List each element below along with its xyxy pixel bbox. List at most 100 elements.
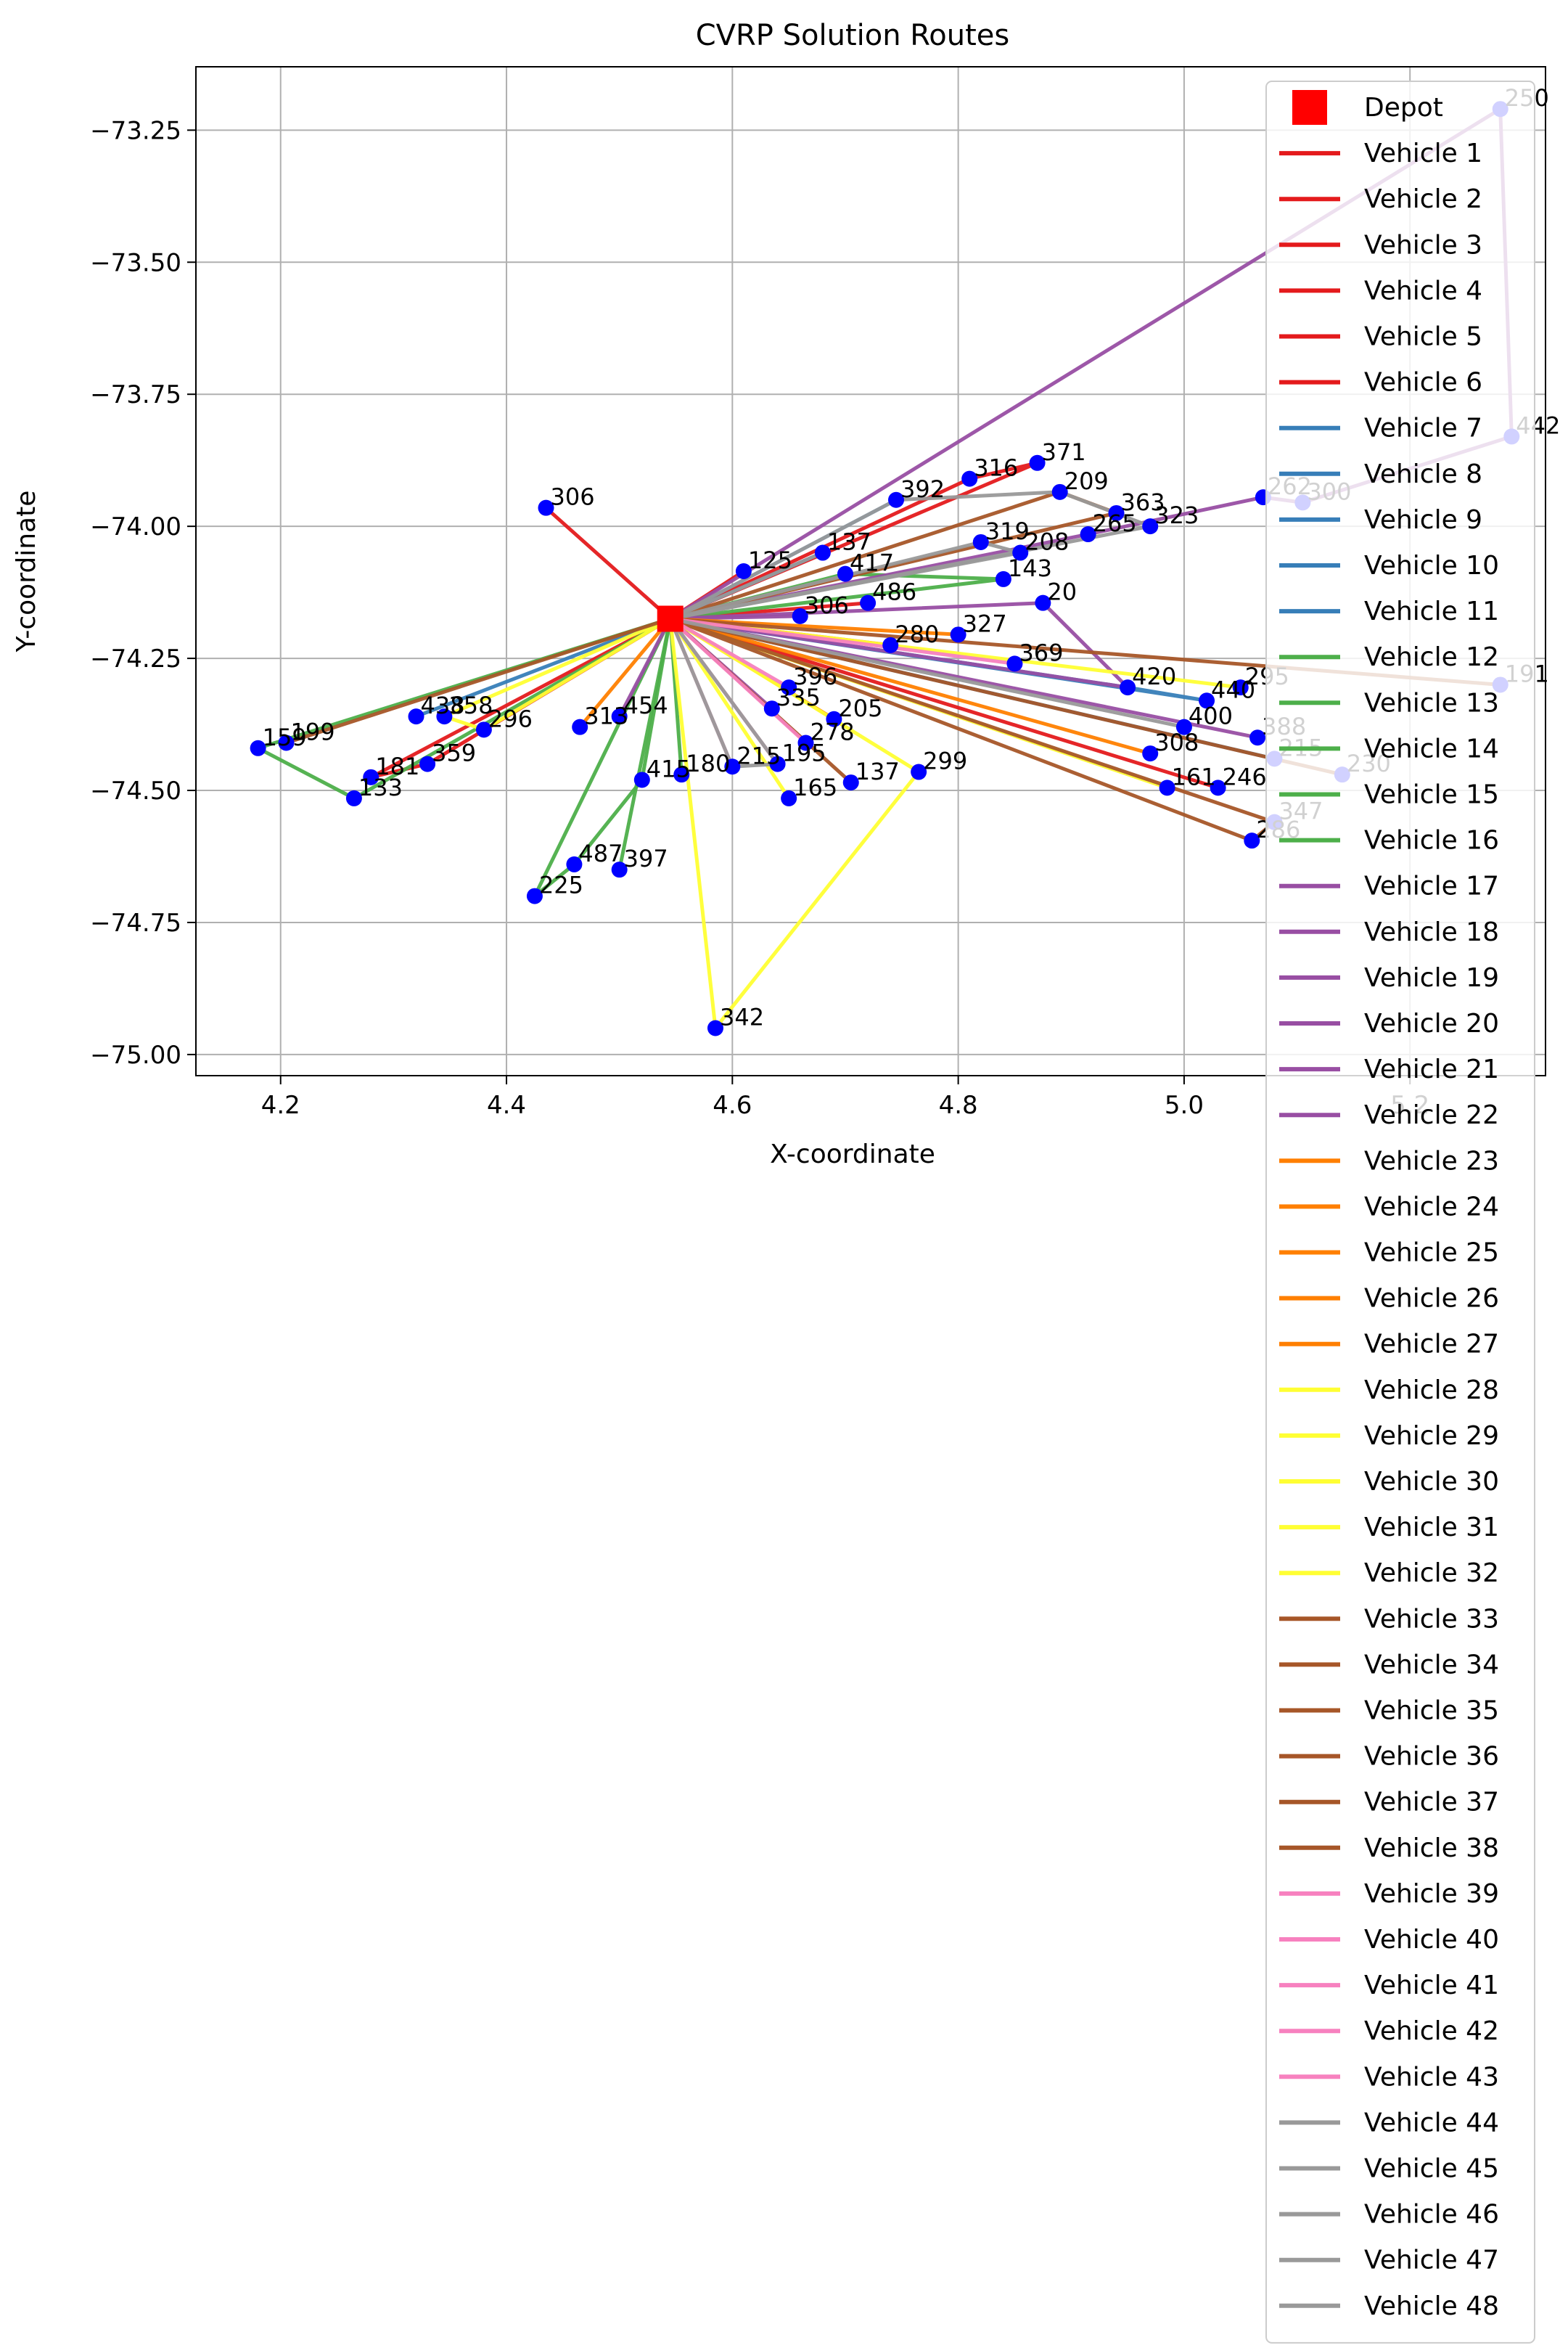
legend-label: Vehicle 18 bbox=[1364, 917, 1499, 947]
customer-point bbox=[419, 756, 436, 772]
y-tick-label: −74.00 bbox=[90, 512, 181, 541]
route-line bbox=[668, 618, 780, 769]
legend-label: Vehicle 8 bbox=[1364, 459, 1482, 489]
customer-point bbox=[769, 756, 786, 772]
customer-label: 369 bbox=[1019, 639, 1063, 666]
customer-point bbox=[792, 608, 808, 624]
route-line bbox=[669, 617, 1276, 843]
legend-label: Vehicle 9 bbox=[1364, 505, 1482, 535]
legend-label: Vehicle 3 bbox=[1364, 230, 1482, 260]
customer-label: 125 bbox=[748, 547, 792, 574]
customer-point bbox=[1159, 780, 1175, 796]
customer-point bbox=[860, 594, 877, 611]
legend-label: Vehicle 21 bbox=[1364, 1055, 1499, 1084]
x-axis-label: X-coordinate bbox=[770, 1140, 935, 1169]
customer-point bbox=[1108, 504, 1125, 521]
legend-label: Vehicle 1 bbox=[1364, 139, 1482, 168]
legend-box bbox=[1265, 81, 1535, 2344]
customer-label: 265 bbox=[1093, 510, 1137, 537]
chart-title: CVRP Solution Routes bbox=[696, 19, 1010, 52]
route-line bbox=[668, 617, 921, 1030]
customer-point bbox=[972, 533, 989, 550]
y-axis-label: Y-coordinate bbox=[12, 491, 41, 653]
depot-marker-group bbox=[657, 605, 684, 632]
legend-label: Vehicle 12 bbox=[1364, 642, 1499, 672]
legend-label: Vehicle 25 bbox=[1364, 1238, 1499, 1268]
customer-point bbox=[526, 888, 543, 904]
legend-label: Vehicle 4 bbox=[1364, 276, 1482, 306]
customer-label: 215 bbox=[736, 742, 781, 769]
customer-point bbox=[1006, 655, 1023, 672]
customer-label: 205 bbox=[838, 695, 882, 722]
legend-label: Vehicle 13 bbox=[1364, 688, 1499, 718]
customer-point bbox=[961, 470, 978, 487]
customer-point bbox=[826, 711, 842, 727]
customer-label: 195 bbox=[782, 740, 826, 767]
customer-label: 280 bbox=[895, 621, 939, 648]
customer-label: 335 bbox=[776, 684, 821, 711]
plot-frame bbox=[195, 66, 1546, 1076]
customer-label: 209 bbox=[1064, 467, 1109, 495]
x-tick-label: 5.0 bbox=[1165, 1091, 1204, 1120]
y-tick-label: −73.75 bbox=[90, 380, 181, 409]
legend-label: Vehicle 41 bbox=[1364, 1971, 1499, 2000]
route-line bbox=[670, 601, 1130, 690]
customer-point bbox=[611, 862, 628, 878]
legend-label: Vehicle 39 bbox=[1364, 1879, 1499, 1909]
legend-label: Vehicle 30 bbox=[1364, 1467, 1499, 1497]
legend-label: Vehicle 26 bbox=[1364, 1284, 1499, 1314]
y-tick-label: −73.50 bbox=[90, 248, 181, 277]
customer-point bbox=[1244, 833, 1260, 849]
customer-label: 487 bbox=[578, 840, 623, 867]
customer-point bbox=[950, 626, 966, 643]
legend-label: Vehicle 40 bbox=[1364, 1925, 1499, 1955]
customer-label: 319 bbox=[985, 518, 1030, 545]
customer-label: 316 bbox=[974, 454, 1018, 482]
customer-point bbox=[735, 563, 752, 579]
customer-label: 417 bbox=[850, 549, 894, 577]
customer-point bbox=[882, 637, 899, 653]
legend-label: Vehicle 33 bbox=[1364, 1604, 1499, 1634]
customer-point bbox=[1210, 780, 1226, 796]
customer-label: 181 bbox=[375, 753, 419, 780]
y-axis-ticks: −73.25 −73.50 −73.75 −74.00 −74.25 −74.50 −74.… bbox=[90, 116, 196, 1070]
customer-point bbox=[763, 700, 780, 717]
customer-label: 420 bbox=[1132, 663, 1176, 690]
customer-label: 400 bbox=[1189, 703, 1233, 730]
customer-label: 306 bbox=[805, 592, 849, 619]
legend-label: Vehicle 11 bbox=[1364, 597, 1499, 626]
customer-label: 359 bbox=[432, 740, 476, 767]
y-tick-label: −74.25 bbox=[90, 645, 181, 674]
customer-label: 363 bbox=[1121, 488, 1165, 516]
legend-label: Vehicle 10 bbox=[1364, 551, 1499, 581]
customer-point bbox=[1120, 679, 1136, 696]
customer-point bbox=[888, 491, 905, 508]
legend-label: Vehicle 29 bbox=[1364, 1421, 1499, 1451]
legend-label: Vehicle 6 bbox=[1364, 368, 1482, 398]
customer-label: 180 bbox=[686, 750, 730, 777]
customer-point bbox=[1035, 594, 1051, 611]
customer-label: 296 bbox=[488, 705, 533, 732]
legend: Depot Vehicle 1 Vehicle 2 Vehicle 3 Vehicle … bbox=[1265, 81, 1535, 2344]
legend-label: Vehicle 32 bbox=[1364, 1558, 1499, 1588]
customer-label: 308 bbox=[1154, 729, 1199, 756]
customer-label: 440 bbox=[1211, 676, 1255, 703]
customer-label: 143 bbox=[1008, 555, 1052, 582]
customer-point bbox=[1199, 692, 1215, 709]
legend-label: Vehicle 46 bbox=[1364, 2200, 1499, 2230]
customer-label: 137 bbox=[827, 528, 871, 556]
customer-label: 438 bbox=[421, 692, 465, 719]
legend-label: Vehicle 14 bbox=[1364, 734, 1499, 764]
customer-label: 225 bbox=[539, 872, 583, 899]
legend-label: Vehicle 34 bbox=[1364, 1650, 1499, 1680]
customer-label: 161 bbox=[1172, 763, 1216, 790]
customer-point bbox=[633, 772, 650, 788]
customer-point bbox=[1051, 483, 1068, 500]
customer-point bbox=[911, 764, 927, 780]
customer-point bbox=[1232, 679, 1249, 696]
customer-point bbox=[814, 544, 831, 561]
legend-label: Vehicle 22 bbox=[1364, 1100, 1499, 1130]
customer-label: 20 bbox=[1047, 578, 1077, 606]
customer-label: 208 bbox=[1025, 528, 1069, 556]
